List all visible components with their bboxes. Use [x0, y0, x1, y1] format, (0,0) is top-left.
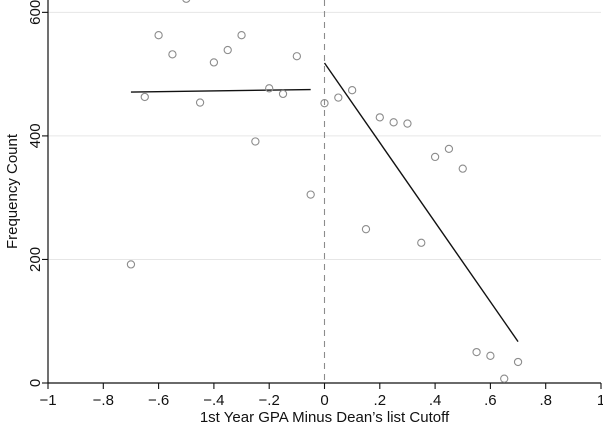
- data-point: [389, 118, 398, 127]
- data-point: [292, 52, 301, 61]
- data-point: [265, 84, 274, 93]
- y-tick-label: 200: [27, 247, 44, 272]
- data-point: [513, 357, 523, 367]
- data-point: [140, 92, 149, 102]
- x-tick-label: −.6: [148, 392, 169, 409]
- data-point: [223, 45, 232, 55]
- x-tick-label: −1: [39, 392, 56, 409]
- data-point: [334, 93, 343, 102]
- data-point: [486, 351, 495, 360]
- data-point: [361, 225, 371, 234]
- y-tick-label: 600: [27, 0, 44, 25]
- data-point: [347, 86, 357, 95]
- y-tick-label: 400: [27, 123, 44, 148]
- x-tick-label: .6: [484, 392, 497, 409]
- data-point: [195, 98, 205, 107]
- data-point: [444, 144, 454, 154]
- data-point: [500, 374, 509, 383]
- x-axis-label: 1st Year GPA Minus Dean’s list Cutoff: [200, 409, 450, 426]
- data-point: [375, 113, 384, 122]
- fit-line-layer: [130, 62, 519, 343]
- data-point: [168, 50, 177, 59]
- x-tick-label: 0: [320, 392, 328, 409]
- data-point: [430, 152, 440, 162]
- data-point: [154, 31, 163, 40]
- fit-line-right: [323, 62, 519, 343]
- data-point: [403, 119, 412, 128]
- data-point: [278, 89, 288, 99]
- y-axis-label: Frequency Count: [4, 133, 21, 249]
- data-point: [458, 164, 467, 173]
- x-tick-label: −.4: [203, 392, 224, 409]
- fit-line-left: [130, 88, 311, 93]
- y-tick-label: 0: [27, 379, 44, 387]
- point-layer: [126, 0, 523, 383]
- data-point: [209, 58, 219, 67]
- x-tick-label: .8: [539, 392, 552, 409]
- x-tick-label: .4: [429, 392, 442, 409]
- data-point: [472, 347, 481, 357]
- data-point: [182, 0, 191, 3]
- x-tick-label: .2: [374, 392, 387, 409]
- data-point: [417, 238, 426, 247]
- data-point: [320, 99, 329, 108]
- x-tick-label: −.8: [93, 392, 114, 409]
- data-point: [126, 260, 136, 269]
- x-tick-label: −.2: [259, 392, 280, 409]
- data-point: [306, 190, 315, 199]
- x-tick-label: 1: [597, 392, 603, 409]
- tick-label-layer: −1 −.8 −.6 −.4 −.2 0 .2 .4 .6 .8 1 0 200 400 600: [27, 0, 603, 409]
- data-point: [251, 137, 260, 146]
- data-point: [237, 31, 246, 40]
- axis-layer: [42, 0, 602, 389]
